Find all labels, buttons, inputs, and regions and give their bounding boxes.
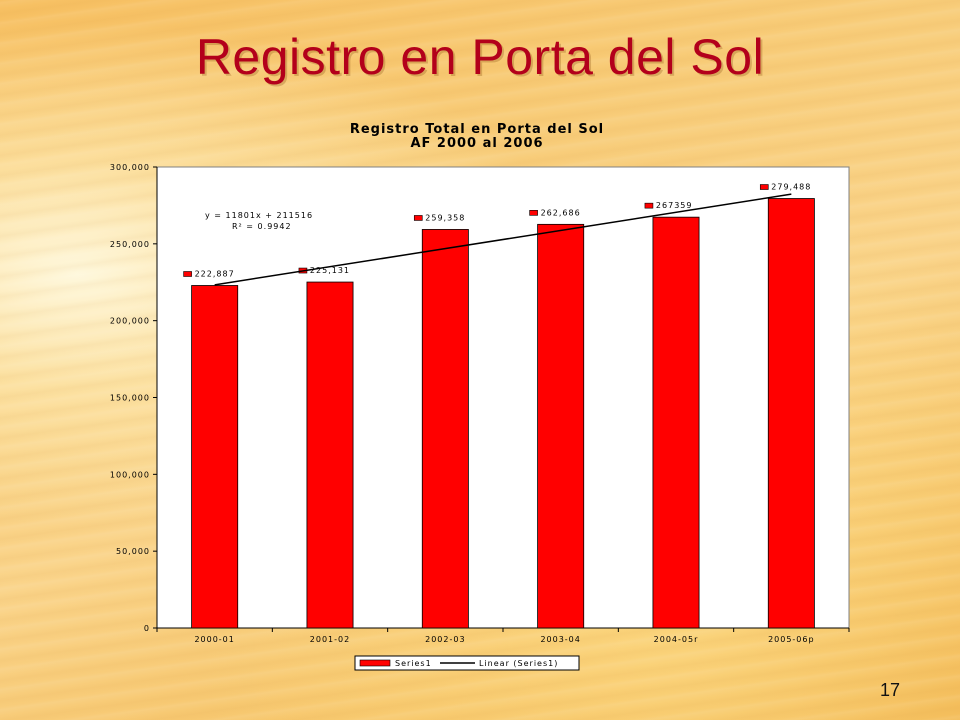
x-tick-label: 2005-06p [768, 635, 815, 644]
data-label: 262,686 [541, 208, 581, 217]
bar [652, 216, 700, 629]
y-tick-label: 150,000 [110, 394, 150, 403]
data-label-key [759, 184, 769, 190]
bar [421, 229, 469, 629]
data-label-key [413, 215, 423, 221]
trendline [214, 193, 792, 286]
bar [767, 198, 815, 629]
plot-area [156, 166, 850, 629]
data-label-key [183, 271, 192, 277]
x-tick-label: 2003-04 [540, 635, 580, 644]
data-label: 222,887 [195, 269, 235, 278]
x-tick-label: 2000-01 [194, 635, 234, 644]
y-tick-label: 100,000 [110, 470, 150, 479]
bar [191, 285, 239, 629]
y-tick-label: 0 [144, 624, 150, 633]
data-label-key [529, 210, 538, 216]
data-label: 267359 [656, 201, 693, 210]
y-tick-label: 300,000 [110, 163, 150, 172]
data-label: 259,358 [425, 213, 465, 222]
legend-series-swatch [359, 659, 391, 667]
y-tick-label: 250,000 [110, 240, 150, 249]
trendline-equation: y = 11801x + 211516 [205, 211, 313, 220]
slide-title: Registro en Porta del Sol [195, 29, 765, 85]
slide-number: 17 [880, 680, 901, 700]
x-tick-label: 2002-03 [425, 635, 465, 644]
trendline-r2: R² = 0.9942 [232, 222, 292, 231]
bar [537, 223, 585, 629]
data-label-key [644, 202, 654, 209]
legend-trendline-label: Linear (Series1) [479, 659, 558, 668]
chart-subtitle: AF 2000 al 2006 [410, 136, 544, 151]
y-tick-label: 50,000 [116, 547, 150, 556]
legend-series-label: Series1 [395, 659, 432, 668]
x-tick-label: 2001-02 [310, 635, 350, 644]
data-label: 225,131 [310, 266, 350, 275]
y-tick-label: 200,000 [110, 317, 150, 326]
x-tick-label: 2004-05r [654, 635, 699, 644]
chart-title: Registro Total en Porta del Sol [349, 122, 605, 137]
bar [306, 281, 354, 629]
data-label: 279,488 [771, 183, 811, 192]
